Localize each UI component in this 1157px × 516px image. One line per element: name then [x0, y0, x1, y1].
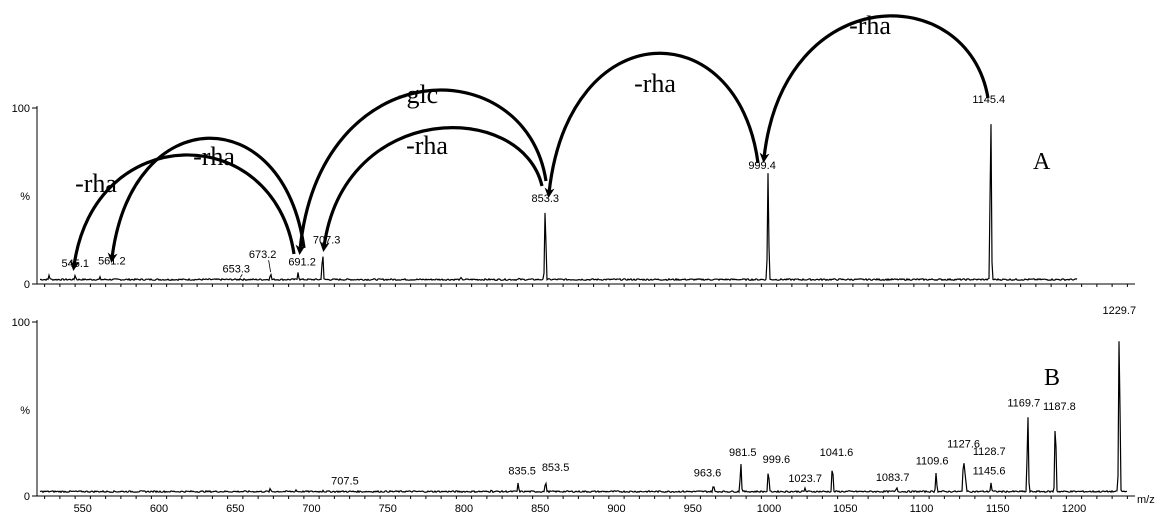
panel-a-y-label-100: 100 [12, 103, 30, 115]
x-tick-label: 1050 [833, 503, 857, 515]
loss-label: -rha [406, 131, 448, 160]
peak-label-b: 1023.7 [788, 473, 822, 485]
x-tick-label: 650 [226, 503, 244, 515]
x-tick-label: 850 [531, 503, 549, 515]
panel-a-y-label-percent: % [20, 191, 30, 203]
loss-arc [69, 153, 296, 271]
panel-b-spectrum [39, 341, 1128, 494]
peak-label-b: 981.5 [729, 447, 757, 459]
peak-label-b: 1128.7 [973, 446, 1006, 458]
panel-a-y-label-0: 0 [24, 279, 30, 291]
panel-a-spectrum [39, 124, 1078, 282]
peak-label-a: 691.2 [288, 256, 316, 268]
panel-b-y-label-percent: % [20, 405, 30, 417]
loss-label: -rha [849, 11, 891, 40]
x-tick-label: 700 [302, 503, 320, 515]
x-tick-label: 1000 [757, 503, 781, 515]
panel-b-y-label-0: 0 [24, 491, 30, 503]
x-tick-label: 600 [150, 503, 168, 515]
loss-arc [107, 136, 306, 263]
peak-label-a: 673.2 [249, 249, 277, 261]
peak-leader [268, 260, 272, 273]
loss-label: -rha [634, 69, 676, 98]
peak-label-a: 999.4 [748, 160, 776, 172]
peak-label-a: 853.3 [532, 193, 560, 205]
loss-arc [544, 51, 760, 198]
panel-b-y-label-100: 100 [12, 317, 30, 329]
peak-label-a: 1145.4 [972, 94, 1005, 106]
peak-label-a: 653.3 [223, 263, 251, 275]
peak-label-b: 835.5 [508, 466, 536, 478]
x-tick-label: 750 [379, 503, 397, 515]
peak-label-b: 999.6 [763, 454, 791, 466]
peak-label-b: 1145.6 [973, 466, 1006, 478]
peak-label-b: 853.5 [542, 462, 570, 474]
peak-label-b: 1127.6 [947, 438, 980, 450]
peak-leader [239, 274, 243, 278]
loss-arc [759, 14, 990, 163]
peak-label-b: 963.6 [694, 467, 722, 479]
peak-label-b: 1083.7 [876, 472, 910, 484]
x-tick-label: 950 [684, 503, 702, 515]
peak-label-b: 1229.7 [1102, 305, 1136, 317]
x-tick-label: 1100 [910, 503, 934, 515]
x-tick-label: 550 [74, 503, 92, 515]
peak-label-b: 1109.6 [916, 455, 949, 467]
panel-a-leaders [239, 260, 272, 278]
panel-b-x-ticks [44, 496, 1128, 499]
panel-b: 100 % 0 550 600 650 700 750 800 850 900 950 1000 1… [12, 305, 1155, 515]
loss-label: -rha [75, 169, 117, 198]
panel-a-letter: A [1033, 149, 1051, 175]
loss-label: -glc [398, 80, 438, 109]
peak-label-b: 1187.8 [1043, 401, 1076, 413]
panel-b-peak-labels: 707.5 835.5 853.5 963.6 981.5 999.6 1023.7 1041… [331, 305, 1136, 487]
panel-a-x-ticks [44, 284, 1128, 287]
panel-b-x-tick-labels: 550 600 650 700 750 800 850 900 950 1000 1050 1100 1… [74, 503, 1087, 515]
peak-label-b: 1041.6 [820, 447, 854, 459]
panel-a-peak-labels: 545.1 561.2653.3673.2691.2707.3853.3999.4… [62, 94, 1006, 275]
loss-arc [295, 88, 548, 255]
x-tick-label: 800 [455, 503, 473, 515]
panel-b-letter: B [1044, 365, 1060, 391]
loss-arc [319, 126, 544, 252]
peak-label-b: 1169.7 [1007, 398, 1040, 410]
panel-a: 100 % 0 545.1 561.2653.3673.2691.2707.385… [12, 11, 1135, 291]
peak-label-b: 707.5 [331, 475, 359, 487]
panel-a-loss-arcs: -rha-rha-rha-glc-rha-rha [69, 11, 990, 271]
x-tick-label: 1200 [1062, 503, 1086, 515]
x-tick-label: 900 [607, 503, 625, 515]
x-tick-label: 1150 [986, 503, 1010, 515]
x-axis-label: m/z [1137, 494, 1155, 506]
